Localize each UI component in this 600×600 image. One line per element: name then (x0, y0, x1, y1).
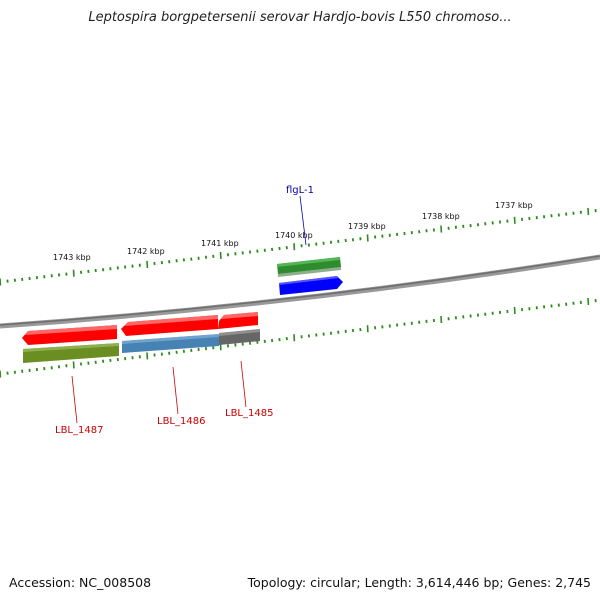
accession-text: Accession: NC_008508 (9, 575, 152, 590)
outer-ruler-ticks (0, 207, 597, 286)
ruler-label: 1738 kbp (422, 212, 460, 221)
cds-arrow (279, 276, 343, 295)
gene-flgL-1[interactable] (277, 257, 343, 295)
ruler-label: 1743 kbp (53, 253, 91, 262)
gene-LBL_1485[interactable] (218, 312, 260, 345)
minor-tick (6, 279, 9, 283)
inner-ruler-ticks (0, 297, 597, 378)
minor-tick (79, 362, 83, 366)
gene-LBL_1487[interactable] (22, 325, 119, 363)
label-leader-line (240, 360, 247, 408)
ruler-label: 1737 kbp (495, 201, 533, 210)
label-leader-line (71, 375, 78, 424)
label-leader-line (299, 195, 307, 246)
minor-tick (6, 371, 9, 375)
gene-label-LBL_1486[interactable]: LBL_1486 (157, 416, 205, 427)
gene-LBL_1486[interactable] (121, 315, 219, 353)
map-title: Leptospira borgpetersenii serovar Hardjo… (88, 10, 512, 25)
chromosome-backbone (0, 254, 600, 329)
gene-label-LBL_1487[interactable]: LBL_1487 (55, 425, 103, 436)
ruler-label: 1740 kbp (275, 231, 313, 240)
ruler-label: 1739 kbp (348, 222, 386, 231)
ruler-label: 1742 kbp (127, 247, 165, 256)
ruler-label: 1741 kbp (201, 239, 239, 248)
gene-label-LBL_1485[interactable]: LBL_1485 (225, 408, 273, 419)
minor-tick (79, 270, 83, 274)
gene-label-flgL-1[interactable]: flgL-1 (286, 185, 314, 196)
label-leader-line (172, 366, 179, 415)
genome-summary-text: Topology: circular; Length: 3,614,446 bp… (247, 575, 591, 590)
